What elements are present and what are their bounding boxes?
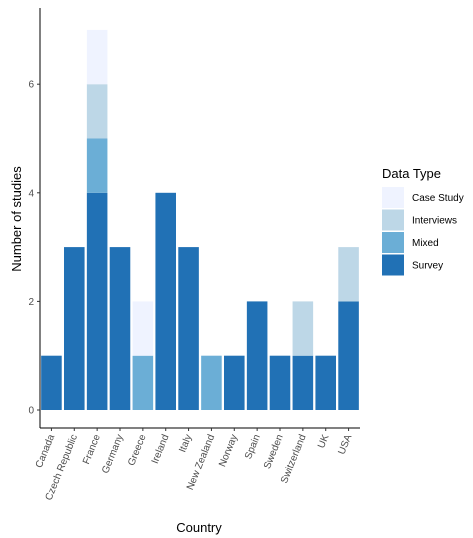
bar-uk-survey [315,355,336,410]
bar-italy-survey [178,247,199,410]
bar-greece-mixed [132,355,154,410]
x-tick-label: France [81,433,103,466]
x-tick-label: Ireland [150,433,172,465]
legend-swatch-survey [382,254,404,276]
x-tick-label: Canada [34,433,57,470]
x-tick-label: UK [316,433,332,450]
bar-spain-survey [246,301,268,410]
bar-czech-republic-survey [64,247,85,410]
bar-greece-case-study [132,301,154,356]
bar-sweden-survey [269,355,291,410]
bar-switzerland-survey [292,355,314,410]
x-axis-title: Country [176,520,222,535]
y-ticks: 0 2 4 6 [28,80,40,417]
legend-label: Case Study [412,193,464,204]
bar-usa-survey [338,301,359,410]
bar-usa-interviews [338,247,359,302]
bar-new-zealand-mixed [201,355,222,410]
x-tick-label: Spain [243,433,263,461]
bar-switzerland-interviews [292,301,314,356]
bar-ireland-survey [155,192,176,410]
x-tick-label: Italy [177,433,194,454]
y-tick-label: 2 [28,297,34,308]
x-tick-label: Germany [100,433,126,475]
legend-label: Survey [412,261,443,272]
legend-swatch-interviews [382,209,404,231]
bars-group [41,29,359,410]
y-tick-label: 0 [28,406,34,417]
bar-canada-survey [41,355,62,410]
bar-france-interviews [86,84,108,139]
x-tick-label: Sweden [262,433,286,471]
legend-label: Interviews [412,216,457,227]
bar-france-survey [86,192,108,410]
legend-title: Data Type [382,166,441,181]
x-tick-label: Norway [217,433,240,469]
x-tick-label: USA [336,433,354,456]
legend: Data Type Case Study Interviews Mixed Surve… [382,166,464,276]
y-tick-label: 6 [28,80,34,91]
x-tick-label: Greece [126,433,149,468]
y-axis-title: Number of studies [9,166,24,272]
legend-swatch-mixed [382,232,404,253]
bar-france-case-study [86,29,108,85]
legend-label: Mixed [412,238,439,249]
legend-swatch-case-study [382,187,404,208]
bar-france-mixed [86,138,108,193]
bar-norway-survey [224,355,245,410]
y-tick-label: 4 [28,188,34,199]
bar-germany-survey [109,247,131,410]
